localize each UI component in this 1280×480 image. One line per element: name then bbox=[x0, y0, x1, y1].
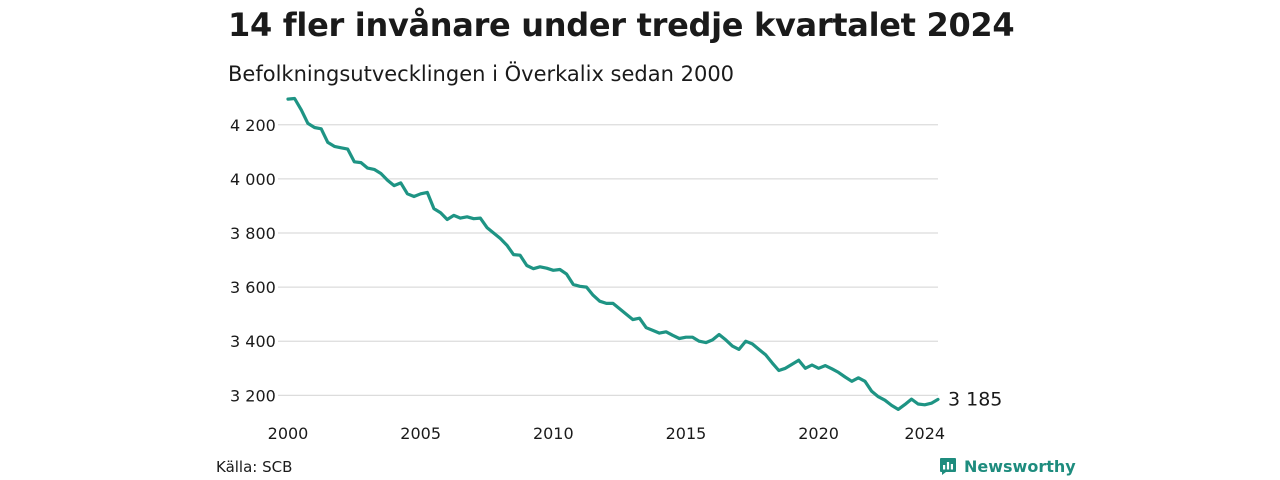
gridlines bbox=[278, 124, 938, 396]
source-note: Källa: SCB bbox=[216, 458, 293, 476]
chart-title: 14 fler invånare under tredje kvartalet … bbox=[228, 6, 1015, 44]
x-axis-ticks: 2000 2005 2010 2015 2020 2024 bbox=[268, 424, 945, 443]
x-tick-label: 2024 bbox=[904, 424, 945, 443]
x-tick-label: 2005 bbox=[400, 424, 441, 443]
y-tick-label: 4 200 bbox=[230, 116, 276, 135]
x-tick-label: 2010 bbox=[533, 424, 574, 443]
newsworthy-logo-icon bbox=[940, 458, 956, 475]
end-value-label: 3 185 bbox=[948, 388, 1002, 410]
y-tick-label: 3 800 bbox=[230, 224, 276, 243]
series-line bbox=[286, 96, 940, 411]
x-tick-label: 2000 bbox=[268, 424, 309, 443]
y-axis-ticks: 3 200 3 400 3 600 3 800 4 000 4 200 bbox=[230, 116, 276, 406]
end-label-layer: 3 185 bbox=[948, 388, 1002, 410]
y-tick-label: 3 400 bbox=[230, 332, 276, 351]
brand-name: Newsworthy bbox=[964, 456, 1076, 476]
y-tick-label: 3 200 bbox=[230, 386, 276, 405]
brand-logo[interactable]: Newsworthy bbox=[938, 456, 1076, 476]
y-tick-label: 4 000 bbox=[230, 170, 276, 189]
series-layer bbox=[286, 96, 940, 411]
x-tick-label: 2020 bbox=[798, 424, 839, 443]
x-tick-label: 2015 bbox=[666, 424, 707, 443]
y-tick-label: 3 600 bbox=[230, 278, 276, 297]
chart-subtitle: Befolkningsutvecklingen i Överkalix seda… bbox=[228, 62, 735, 86]
